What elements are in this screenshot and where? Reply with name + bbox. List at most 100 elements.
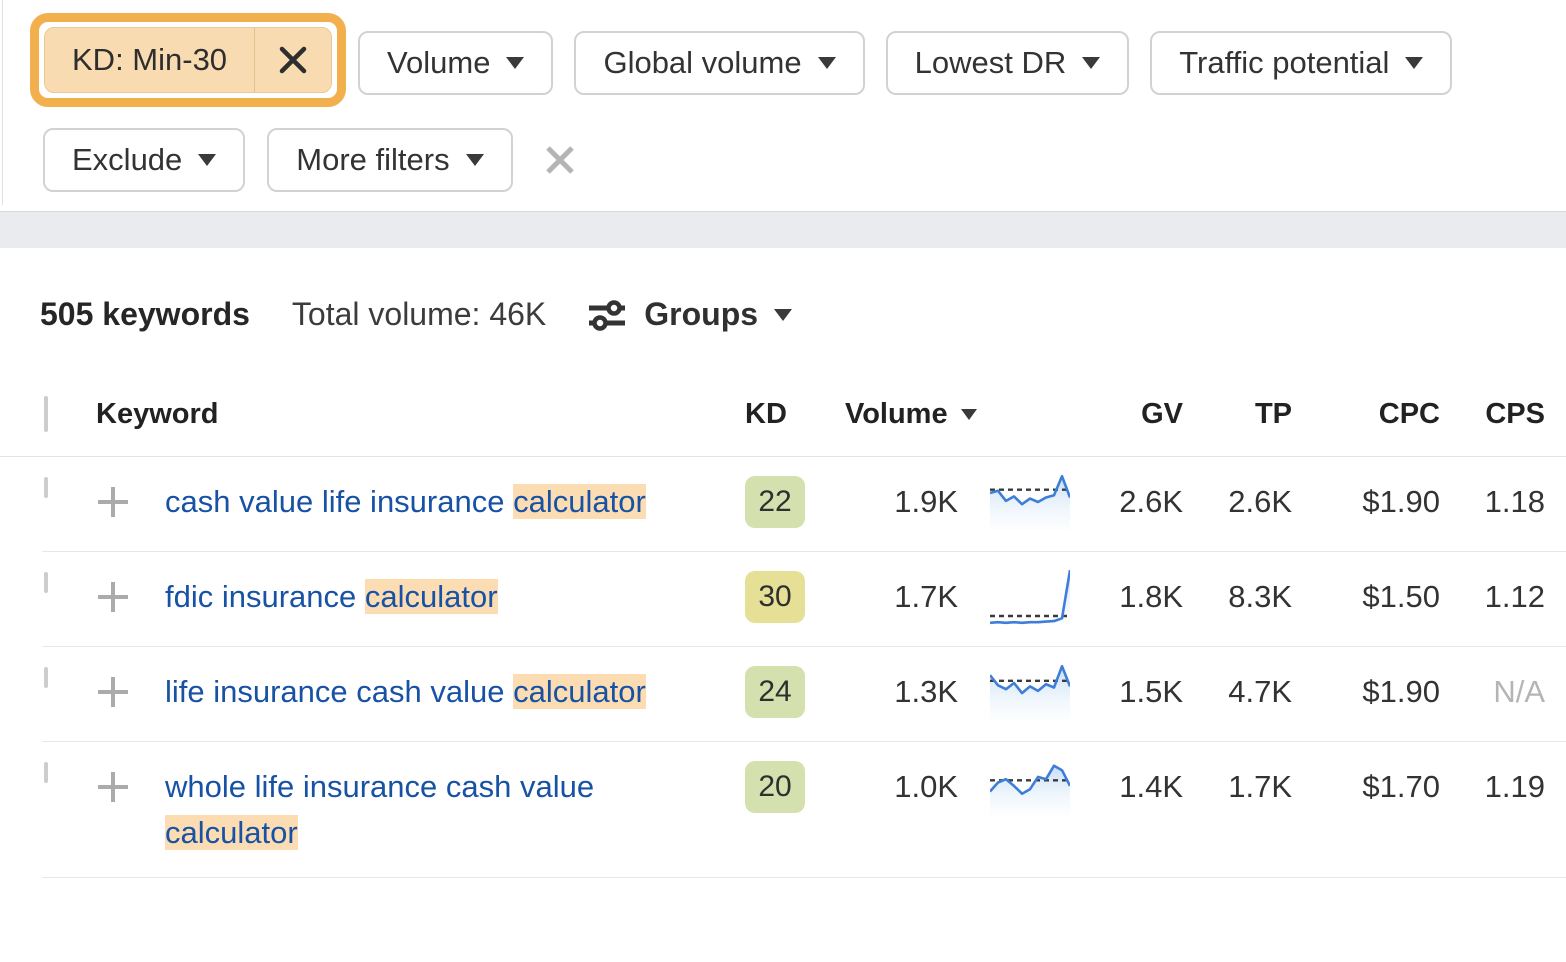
keyword-highlighted-term: calculator	[513, 484, 646, 519]
tp-value: 4.7K	[1228, 674, 1292, 709]
caret-down-icon	[198, 154, 217, 166]
keywords-count: 505 keywords	[40, 296, 250, 332]
keyword-highlighted-term: calculator	[364, 579, 498, 614]
column-header-volume[interactable]: Volume	[845, 391, 1070, 437]
keyword-highlighted-term: calculator	[513, 674, 646, 709]
kd-badge: 22	[745, 476, 805, 528]
panel-left-border	[2, 0, 3, 205]
table-body: cash value life insurance calculator 22 …	[0, 457, 1566, 878]
filter-button-traffic-potential[interactable]: Traffic potential	[1150, 31, 1453, 95]
tp-value: 8.3K	[1228, 579, 1292, 614]
active-filter-chip-kd[interactable]: KD: Min-30	[44, 27, 333, 93]
caret-down-icon	[1405, 57, 1424, 69]
volume-trend-sparkline	[990, 664, 1070, 720]
volume-value: 1.3K	[894, 674, 958, 709]
table-row: cash value life insurance calculator 22 …	[0, 457, 1566, 552]
filter-button-label: Global volume	[603, 45, 802, 80]
cps-value: 1.12	[1484, 579, 1545, 614]
plus-icon	[98, 677, 128, 707]
filter-button-global-volume[interactable]: Global volume	[574, 31, 865, 95]
chip-divider	[254, 28, 256, 92]
row-checkbox[interactable]	[44, 667, 48, 688]
results-summary-bar: 505 keywords Total volume: 46K Groups	[0, 248, 1566, 371]
total-volume: Total volume: 46K	[291, 296, 547, 332]
caret-down-icon	[774, 308, 793, 321]
x-icon	[545, 146, 574, 174]
column-header-gv[interactable]: GV	[1141, 398, 1183, 430]
filter-buttons-row1: Volume Global volume Lowest DR Traffic p…	[358, 31, 1453, 95]
filter-bar: KD: Min-30 Volume Global volume	[0, 0, 1566, 211]
highlight-annotation: KD: Min-30	[30, 13, 347, 107]
volume-value: 1.0K	[894, 769, 958, 804]
table-header-row: Keyword KD Volume GV TP CPC CPS	[0, 371, 1566, 457]
filter-button-exclude[interactable]: Exclude	[43, 128, 246, 192]
filter-button-more-filters[interactable]: More filters	[267, 128, 513, 192]
column-header-kd[interactable]: KD	[745, 398, 787, 430]
column-header-cps[interactable]: CPS	[1485, 398, 1545, 430]
filter-button-label: Traffic potential	[1179, 45, 1390, 80]
add-to-list-button[interactable]	[96, 770, 130, 809]
select-all-checkbox[interactable]	[44, 396, 48, 432]
remove-filter-button[interactable]	[255, 43, 331, 77]
table-row: fdic insurance calculator 30 1.7K 1.8K 8…	[0, 552, 1566, 647]
volume-trend-sparkline	[990, 474, 1070, 530]
keyword-link[interactable]: cash value life insurance calculator	[165, 484, 646, 519]
filter-button-label: Volume	[387, 45, 491, 80]
filter-button-lowest-dr[interactable]: Lowest DR	[885, 31, 1130, 95]
clear-all-filters-button[interactable]	[539, 139, 581, 181]
groups-dropdown[interactable]: Groups	[588, 296, 793, 333]
gv-value: 1.5K	[1119, 674, 1183, 709]
keyword-link[interactable]: whole life insurance cash value calculat…	[165, 769, 594, 850]
tp-value: 1.7K	[1228, 769, 1292, 804]
cpc-value: $1.50	[1362, 579, 1440, 614]
filter-button-label: Exclude	[72, 142, 183, 177]
kd-badge: 24	[745, 666, 805, 718]
plus-icon	[98, 772, 128, 802]
add-to-list-button[interactable]	[96, 580, 130, 619]
cps-value: 1.18	[1484, 484, 1545, 519]
keyword-text: cash value life insurance	[165, 484, 514, 519]
volume-trend-sparkline	[990, 764, 1070, 815]
filter-button-label: Lowest DR	[914, 45, 1067, 80]
keyword-highlighted-term: calculator	[165, 815, 298, 850]
filter-button-label: More filters	[296, 142, 450, 177]
gv-value: 2.6K	[1119, 484, 1183, 519]
gv-value: 1.4K	[1119, 769, 1183, 804]
keyword-link[interactable]: life insurance cash value calculator	[165, 674, 646, 709]
row-checkbox[interactable]	[44, 477, 48, 498]
add-to-list-button[interactable]	[96, 675, 130, 714]
keyword-text: fdic insurance	[165, 579, 365, 614]
keyword-link[interactable]: fdic insurance calculator	[165, 579, 498, 614]
column-header-tp[interactable]: TP	[1254, 398, 1292, 430]
section-divider-band	[0, 211, 1566, 248]
filter-row-2: Exclude More filters	[43, 128, 1566, 192]
keyword-text: whole life insurance cash value	[165, 769, 595, 804]
volume-value: 1.9K	[894, 484, 958, 519]
add-to-list-button[interactable]	[96, 485, 130, 524]
cpc-value: $1.70	[1362, 769, 1440, 804]
table-row: whole life insurance cash value calculat…	[0, 742, 1566, 878]
table-row: life insurance cash value calculator 24 …	[0, 647, 1566, 742]
sort-caret-down-icon	[960, 408, 977, 420]
sliders-icon	[589, 299, 626, 331]
cpc-value: $1.90	[1362, 484, 1440, 519]
keyword-text: life insurance cash value	[165, 674, 514, 709]
row-checkbox[interactable]	[44, 572, 48, 593]
groups-label: Groups	[644, 296, 759, 332]
plus-icon	[98, 487, 128, 517]
caret-down-icon	[506, 57, 525, 69]
x-icon	[279, 46, 307, 74]
gv-value: 1.8K	[1119, 579, 1183, 614]
filter-button-volume[interactable]: Volume	[358, 31, 554, 95]
column-header-cpc[interactable]: CPC	[1378, 398, 1440, 430]
caret-down-icon	[1082, 57, 1101, 69]
column-header-volume-label: Volume	[845, 398, 948, 430]
plus-icon	[98, 582, 128, 612]
row-checkbox[interactable]	[44, 762, 48, 783]
cps-value: N/A	[1493, 674, 1545, 709]
kd-badge: 30	[745, 571, 805, 623]
tp-value: 2.6K	[1228, 484, 1292, 519]
volume-value: 1.7K	[894, 579, 958, 614]
cpc-value: $1.90	[1362, 674, 1440, 709]
column-header-keyword[interactable]: Keyword	[96, 398, 219, 430]
